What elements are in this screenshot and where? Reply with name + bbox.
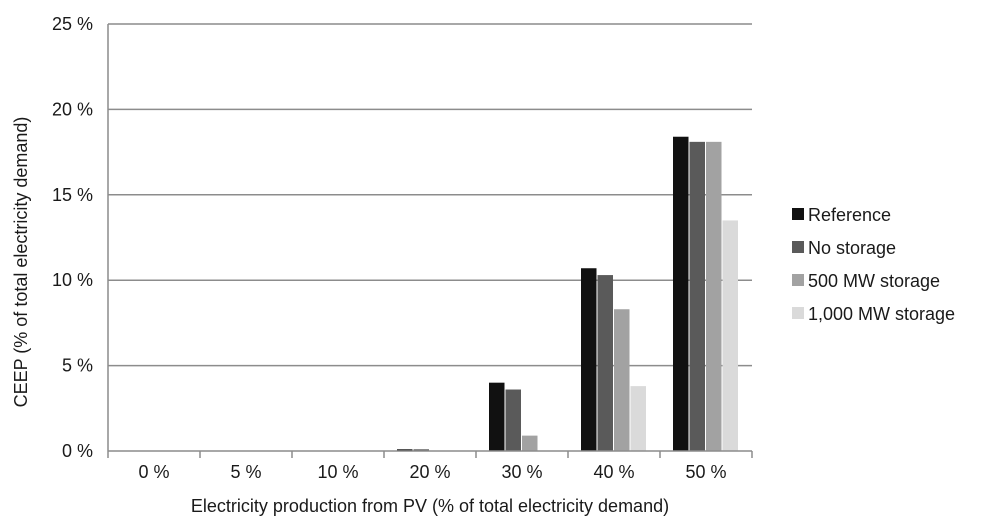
legend-label: Reference: [808, 205, 891, 225]
bar-no-storage-6: [689, 141, 705, 452]
legend-swatch: [792, 208, 804, 220]
legend-label: 500 MW storage: [808, 271, 940, 291]
x-tick-label: 20 %: [409, 462, 450, 482]
bar-500-mw-storage-5: [614, 309, 630, 451]
y-tick-label: 0 %: [62, 441, 93, 461]
bar-1-000-mw-storage-6: [722, 220, 738, 451]
y-tick-label: 20 %: [52, 99, 93, 119]
legend-label: 1,000 MW storage: [808, 304, 955, 324]
y-axis-title: CEEP (% of total electricity demand): [11, 117, 31, 408]
legend-swatch: [792, 307, 804, 319]
gridlines: [108, 23, 752, 367]
bar-reference-5: [581, 268, 597, 451]
y-tick-label: 10 %: [52, 270, 93, 290]
legend: Reference No storage 500 MW storage 1,000 M…: [792, 205, 955, 324]
bar-1-000-mw-storage-5: [630, 386, 646, 451]
axes: [107, 24, 753, 458]
bar-reference-6: [673, 136, 689, 451]
y-tick-label: 15 %: [52, 185, 93, 205]
bar-500-mw-storage-6: [706, 141, 722, 452]
x-tick-label: 30 %: [501, 462, 542, 482]
bar-reference-3: [397, 449, 413, 451]
bar-no-storage-5: [597, 275, 613, 451]
bar-reference-4: [489, 382, 505, 451]
bars: [397, 136, 738, 452]
y-tick-labels: 0 % 5 % 10 % 15 % 20 % 25 %: [52, 14, 93, 461]
x-tick-label: 50 %: [685, 462, 726, 482]
bar-500-mw-storage-4: [522, 435, 538, 451]
x-axis-title: Electricity production from PV (% of tot…: [191, 496, 669, 516]
x-tick-label: 10 %: [317, 462, 358, 482]
bar-no-storage-4: [505, 389, 521, 451]
x-tick-label: 40 %: [593, 462, 634, 482]
legend-swatch: [792, 241, 804, 253]
x-tick-label: 5 %: [230, 462, 261, 482]
x-tick-label: 0 %: [138, 462, 169, 482]
y-tick-label: 5 %: [62, 356, 93, 376]
y-tick-label: 25 %: [52, 14, 93, 34]
x-tick-labels: 0 % 5 % 10 % 20 % 30 % 40 % 50 %: [138, 462, 726, 482]
legend-label: No storage: [808, 238, 896, 258]
legend-swatch: [792, 274, 804, 286]
bar-no-storage-3: [413, 449, 429, 451]
